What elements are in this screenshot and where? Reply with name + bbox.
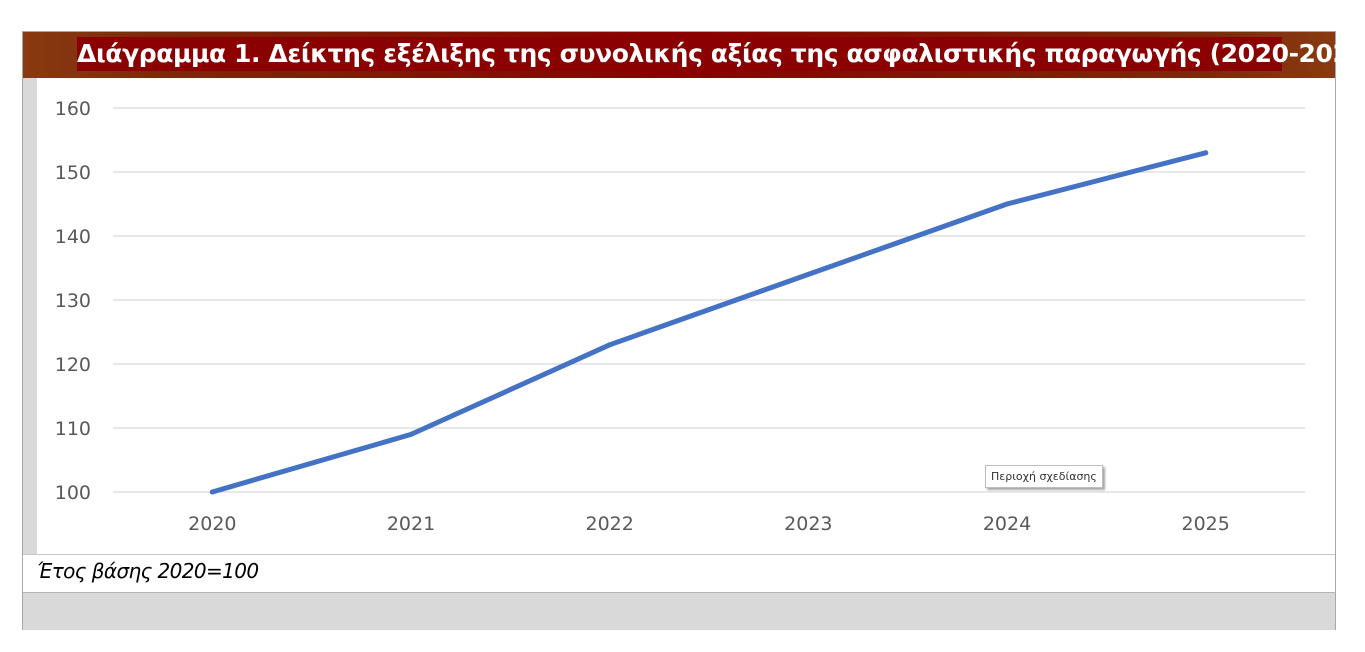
x-tick-label-2021: 2021 (387, 513, 435, 535)
y-tick-label-150: 150 (55, 162, 91, 184)
chart-frame: Διάγραμμα 1. Δείκτης εξέλιξης της συνολι… (22, 31, 1365, 630)
y-tick-label-110: 110 (55, 418, 91, 440)
data-point-2025 (1203, 150, 1209, 156)
footer-bar (23, 592, 1335, 630)
x-tick-label-2022: 2022 (585, 513, 633, 535)
y-tick-label-120: 120 (55, 354, 91, 376)
data-point-2024 (1004, 201, 1010, 207)
plot-area-tooltip: Περιοχή σχεδίασης (985, 465, 1103, 488)
left-border-strip (23, 78, 37, 554)
title-bar: Διάγραμμα 1. Δείκτης εξέλιξης της συνολι… (23, 32, 1365, 78)
series-line[interactable] (209, 150, 1209, 495)
base-year-note: Έτος βάσης 2020=100 (37, 559, 259, 583)
chart-bottom-rule (23, 554, 1335, 555)
y-tick-label-160: 160 (55, 98, 91, 120)
y-tick-label-140: 140 (55, 226, 91, 248)
data-point-2020 (209, 489, 215, 495)
x-tick-label-2023: 2023 (784, 513, 832, 535)
chart-title: Διάγραμμα 1. Δείκτης εξέλιξης της συνολι… (77, 37, 1365, 71)
x-tick-label-2025: 2025 (1181, 513, 1229, 535)
data-point-2023 (805, 271, 811, 277)
data-point-2022 (607, 342, 613, 348)
y-tick-label-100: 100 (55, 482, 91, 504)
x-tick-label-2024: 2024 (983, 513, 1031, 535)
line-chart[interactable]: 100 110 120 130 140 150 160 2020 2021 2022 2023 202… (37, 78, 1335, 554)
y-tick-label-130: 130 (55, 290, 91, 312)
data-point-2021 (408, 431, 414, 437)
x-tick-label-2020: 2020 (188, 513, 236, 535)
